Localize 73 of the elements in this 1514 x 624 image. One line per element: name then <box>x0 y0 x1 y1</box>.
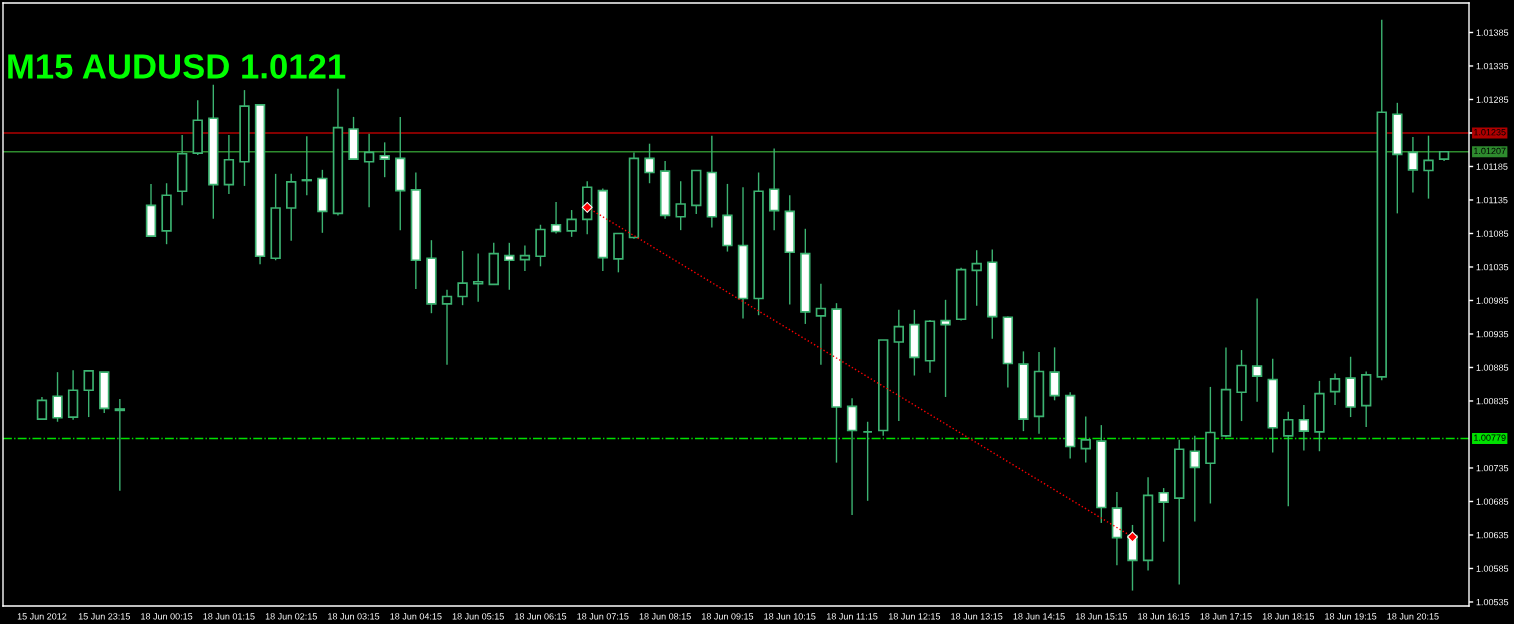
x-tick-label: 18 Jun 12:15 <box>888 613 941 620</box>
x-tick-label: 18 Jun 09:15 <box>702 613 754 620</box>
candlestick <box>504 242 515 291</box>
candlestick <box>36 396 48 421</box>
x-tick-label: 15 Jun 23:15 <box>78 613 130 620</box>
x-tick-label: 18 Jun 18:15 <box>1262 613 1315 620</box>
candlestick <box>550 201 562 235</box>
candlestick <box>815 283 827 366</box>
text: M15 AUDUSD 1.0121 <box>8 54 346 79</box>
y-tick-label: 1.01385 <box>1476 29 1509 36</box>
candlestick <box>83 369 94 418</box>
y-tick-label: 1.01085 <box>1476 230 1509 237</box>
x-tick-label: 18 Jun 00:15 <box>141 613 193 620</box>
candlestick <box>1049 346 1060 402</box>
x-tick-label: 18 Jun 13:15 <box>951 613 1003 620</box>
candlestick <box>457 250 468 306</box>
y-tick-label: 1.01035 <box>1476 263 1509 271</box>
x-tick-label: 18 Jun 04:15 <box>390 613 442 620</box>
candlestick <box>644 143 655 184</box>
x-tick-label: 18 Jun 10:15 <box>764 613 816 620</box>
x-tick-label: 15 Jun 2012 <box>17 613 67 620</box>
y-tick-label: 1.00635 <box>1476 531 1509 539</box>
candlestick <box>1189 435 1201 523</box>
y-tick-label: 1.00535 <box>1476 598 1509 606</box>
x-tick-label: 18 Jun 03:15 <box>328 613 380 620</box>
x-tick-label: 18 Jun 05:15 <box>452 613 504 620</box>
y-tick-label: 1.00585 <box>1476 565 1509 572</box>
candlestick <box>379 141 390 178</box>
candlestick <box>301 135 312 196</box>
y-tick-label: 1.01335 <box>1476 62 1509 70</box>
candlestick <box>893 309 904 422</box>
y-tick-label: 1.01185 <box>1476 163 1508 170</box>
candlestick <box>363 132 375 209</box>
candlestick <box>566 209 577 238</box>
x-tick-label: 18 Jun 20:15 <box>1387 613 1439 620</box>
x-tick-label: 18 Jun 14:15 <box>1013 613 1065 620</box>
x-tick-label: 18 Jun 06:15 <box>515 613 567 620</box>
ref-line-label: 1.00779 <box>1474 434 1506 441</box>
candlestick <box>1080 415 1091 464</box>
candlestick <box>52 371 63 423</box>
candlestick <box>441 289 453 366</box>
candlestick <box>472 252 484 303</box>
candlestick <box>1283 411 1294 507</box>
x-tick-label: 18 Jun 17:15 <box>1200 613 1252 620</box>
candlestick <box>1158 487 1169 543</box>
candlestick <box>768 147 780 231</box>
candlestick <box>114 398 126 492</box>
x-tick-label: 18 Jun 16:15 <box>1138 613 1190 620</box>
candlestick <box>675 180 686 231</box>
x-tick-label: 18 Jun 02:15 <box>265 613 317 620</box>
y-tick-label: 1.01285 <box>1476 96 1509 103</box>
ref-line-label: 1.01235 <box>1474 129 1506 136</box>
candlestick <box>1423 134 1434 200</box>
y-tick-label: 1.01135 <box>1476 196 1508 204</box>
x-tick-label: 18 Jun 19:15 <box>1325 613 1377 620</box>
candlestick <box>1407 136 1419 194</box>
y-tick-label: 1.00735 <box>1476 464 1509 472</box>
x-tick-label: 18 Jun 07:15 <box>577 613 629 620</box>
candlestick <box>940 299 951 398</box>
x-tick-label: 18 Jun 15:15 <box>1075 613 1128 620</box>
candlestick <box>1329 372 1341 406</box>
y-tick-label: 1.00685 <box>1476 498 1509 505</box>
candlestick <box>971 249 982 307</box>
y-tick-label: 1.00935 <box>1476 330 1509 338</box>
candlestick <box>1251 297 1263 403</box>
ref-line-label: 1.01207 <box>1474 147 1506 155</box>
y-tick-label: 1.00835 <box>1476 397 1509 405</box>
y-tick-label: 1.00885 <box>1476 364 1509 371</box>
candlestick <box>1298 404 1310 452</box>
y-tick-label: 1.00985 <box>1476 297 1509 304</box>
x-tick-label: 18 Jun 01:15 <box>203 613 255 620</box>
x-tick-label: 18 Jun 08:15 <box>639 613 691 620</box>
x-tick-label: 18 Jun 11:15 <box>826 613 878 620</box>
